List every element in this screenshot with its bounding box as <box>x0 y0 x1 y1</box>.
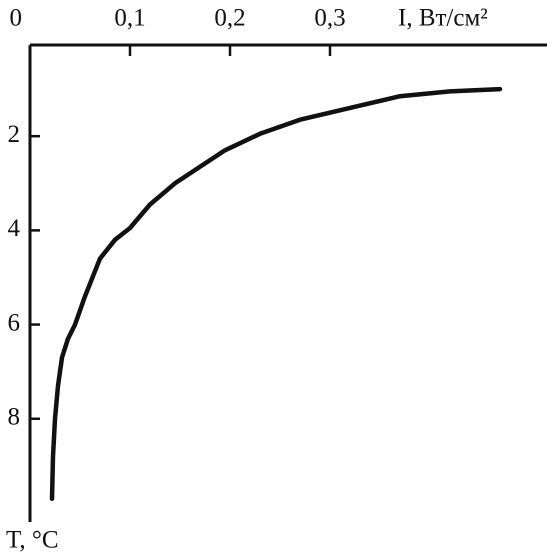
x-tick-label: 0,3 <box>314 5 345 32</box>
x-tick-label: 0,2 <box>214 5 245 32</box>
x-tick-label: 0,1 <box>114 5 145 32</box>
y-tick-label: 8 <box>8 403 21 430</box>
x-tick-label: 0 <box>10 5 23 32</box>
y-tick-label: 2 <box>8 121 21 148</box>
curve <box>49 86 503 502</box>
y-tick-label: 6 <box>8 309 21 336</box>
y-tick-label: 4 <box>8 215 21 242</box>
y-axis-label: T, °C <box>6 527 59 554</box>
x-axis-label: I, Вт/см² <box>398 5 488 32</box>
